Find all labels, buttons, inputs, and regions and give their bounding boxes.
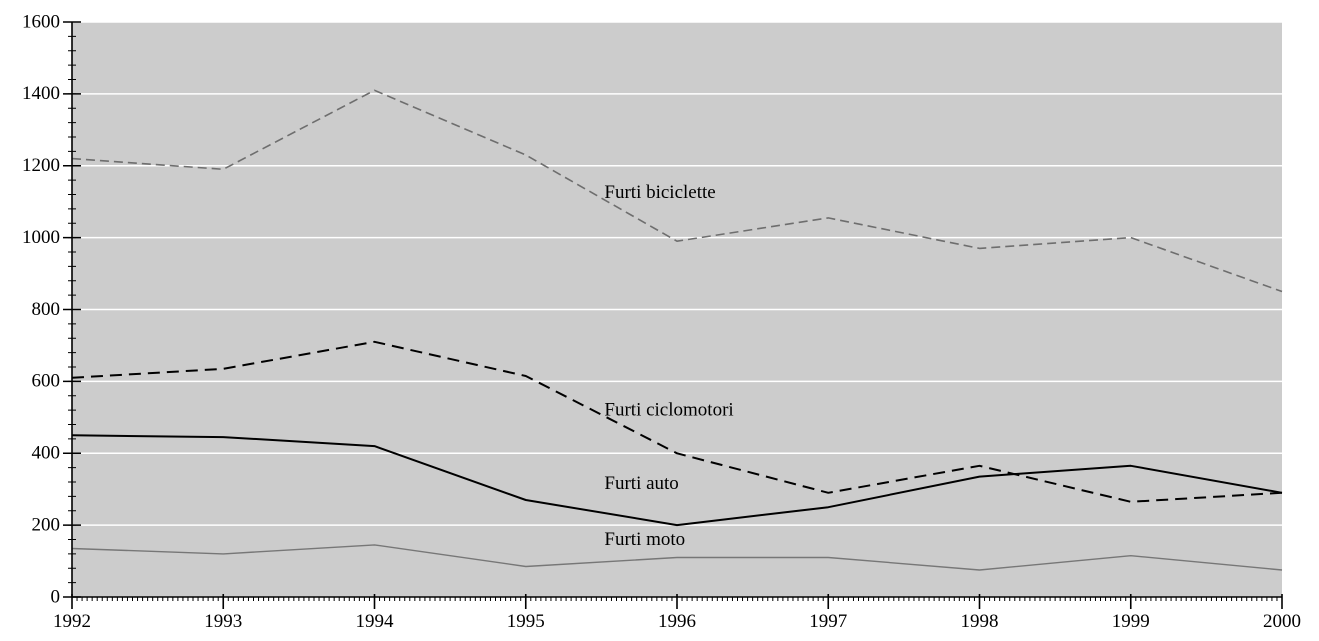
y-tick-label: 800: [32, 299, 61, 320]
x-tick-label: 1997: [809, 611, 847, 632]
x-tick-label: 1999: [1112, 611, 1150, 632]
y-tick-label: 600: [32, 371, 61, 392]
series-line-furti-biciclette: [71, 89, 1283, 293]
series-label-furti-biciclette: Furti biciclette: [604, 182, 715, 203]
x-tick-label: 1998: [961, 611, 999, 632]
series-label-furti-ciclomotori: Furti ciclomotori: [604, 400, 733, 421]
y-tick-label: 400: [32, 443, 61, 464]
x-tick-label: 1995: [507, 611, 545, 632]
x-tick-label: 2000: [1263, 611, 1301, 632]
x-axis: 1992 1993 1994 1995 1996 1997 1998 1999 2000: [53, 594, 1301, 632]
series-label-furti-auto: Furti auto: [604, 473, 678, 494]
series-line-furti-ciclomotori: [71, 340, 1283, 503]
y-axis: 0 200 400 600 800 1000 1200 1400 1600: [22, 11, 81, 607]
series-label-furti-moto: Furti moto: [604, 529, 685, 550]
y-tick-label: 1600: [22, 11, 60, 32]
series-labels: Furti biciclette Furti ciclomotori Furti a…: [604, 182, 733, 550]
x-tick-label: 1994: [356, 611, 395, 632]
x-tick-label: 1993: [204, 611, 242, 632]
y-tick-label: 1000: [22, 227, 60, 248]
y-tick-label: 1400: [22, 83, 60, 104]
series-line-furti-moto: [71, 544, 1283, 571]
y-tick-label: 0: [51, 586, 61, 607]
y-tick-label: 200: [32, 514, 61, 535]
series-lines: [71, 89, 1283, 571]
y-tick-label: 1200: [22, 155, 60, 176]
x-tick-label: 1992: [53, 611, 91, 632]
x-tick-label: 1996: [658, 611, 696, 632]
series-line-furti-auto: [71, 434, 1283, 527]
